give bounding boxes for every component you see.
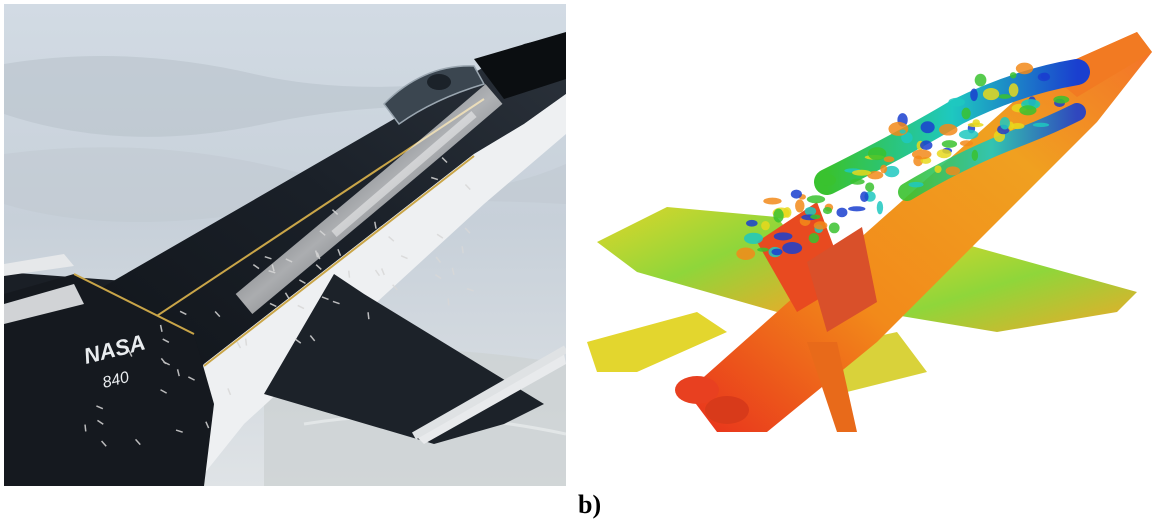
cfd-nozzle-right — [705, 396, 749, 424]
aircraft-photo-drawing: NASA 840 — [4, 4, 566, 486]
cfd-left-stabilizer — [587, 312, 727, 372]
vortex-smoke — [235, 84, 503, 314]
cfd-turbulence — [736, 62, 1070, 260]
cfd-tail-right — [807, 227, 877, 332]
cfd-visualization — [577, 12, 1169, 482]
figure-panel-label-b: b) — [578, 490, 602, 519]
cfd-left-wing — [597, 207, 827, 312]
aircraft-photo: NASA 840 — [4, 4, 566, 486]
flow-tufts — [84, 157, 474, 447]
cfd-nozzle-left — [675, 376, 719, 404]
tail-number: 840 — [101, 369, 131, 392]
cfd-visualization-drawing — [577, 12, 1169, 482]
cockpit-canopy — [383, 65, 486, 126]
